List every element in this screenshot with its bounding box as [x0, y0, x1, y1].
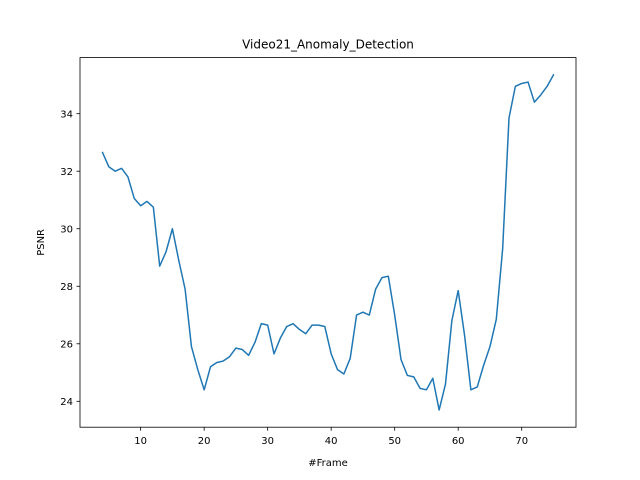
x-tick-label: 40	[325, 436, 338, 447]
x-tick-label: 30	[261, 436, 274, 447]
y-tick-label: 34	[60, 109, 73, 120]
y-tick-label: 28	[60, 282, 73, 293]
y-tick-label: 30	[60, 224, 73, 235]
x-tick-label: 10	[134, 436, 147, 447]
y-axis-label: PSNR	[36, 229, 47, 256]
chart-title: Video21_Anomaly_Detection	[242, 38, 414, 52]
y-tick-label: 26	[60, 339, 73, 350]
series-layer	[101, 73, 555, 411]
axis-ticks: 10 20 30 40 50 60 70 24 26 28 30 32 34	[60, 109, 528, 447]
y-tick-label: 24	[60, 397, 73, 408]
x-tick-label: 60	[452, 436, 465, 447]
x-tick-label: 20	[198, 436, 211, 447]
x-tick-label: 70	[515, 436, 528, 447]
plot-frame	[79, 57, 577, 428]
series-line	[101, 73, 555, 411]
x-tick-label: 50	[388, 436, 401, 447]
x-axis-label: #Frame	[308, 458, 348, 469]
y-tick-label: 32	[60, 167, 73, 178]
